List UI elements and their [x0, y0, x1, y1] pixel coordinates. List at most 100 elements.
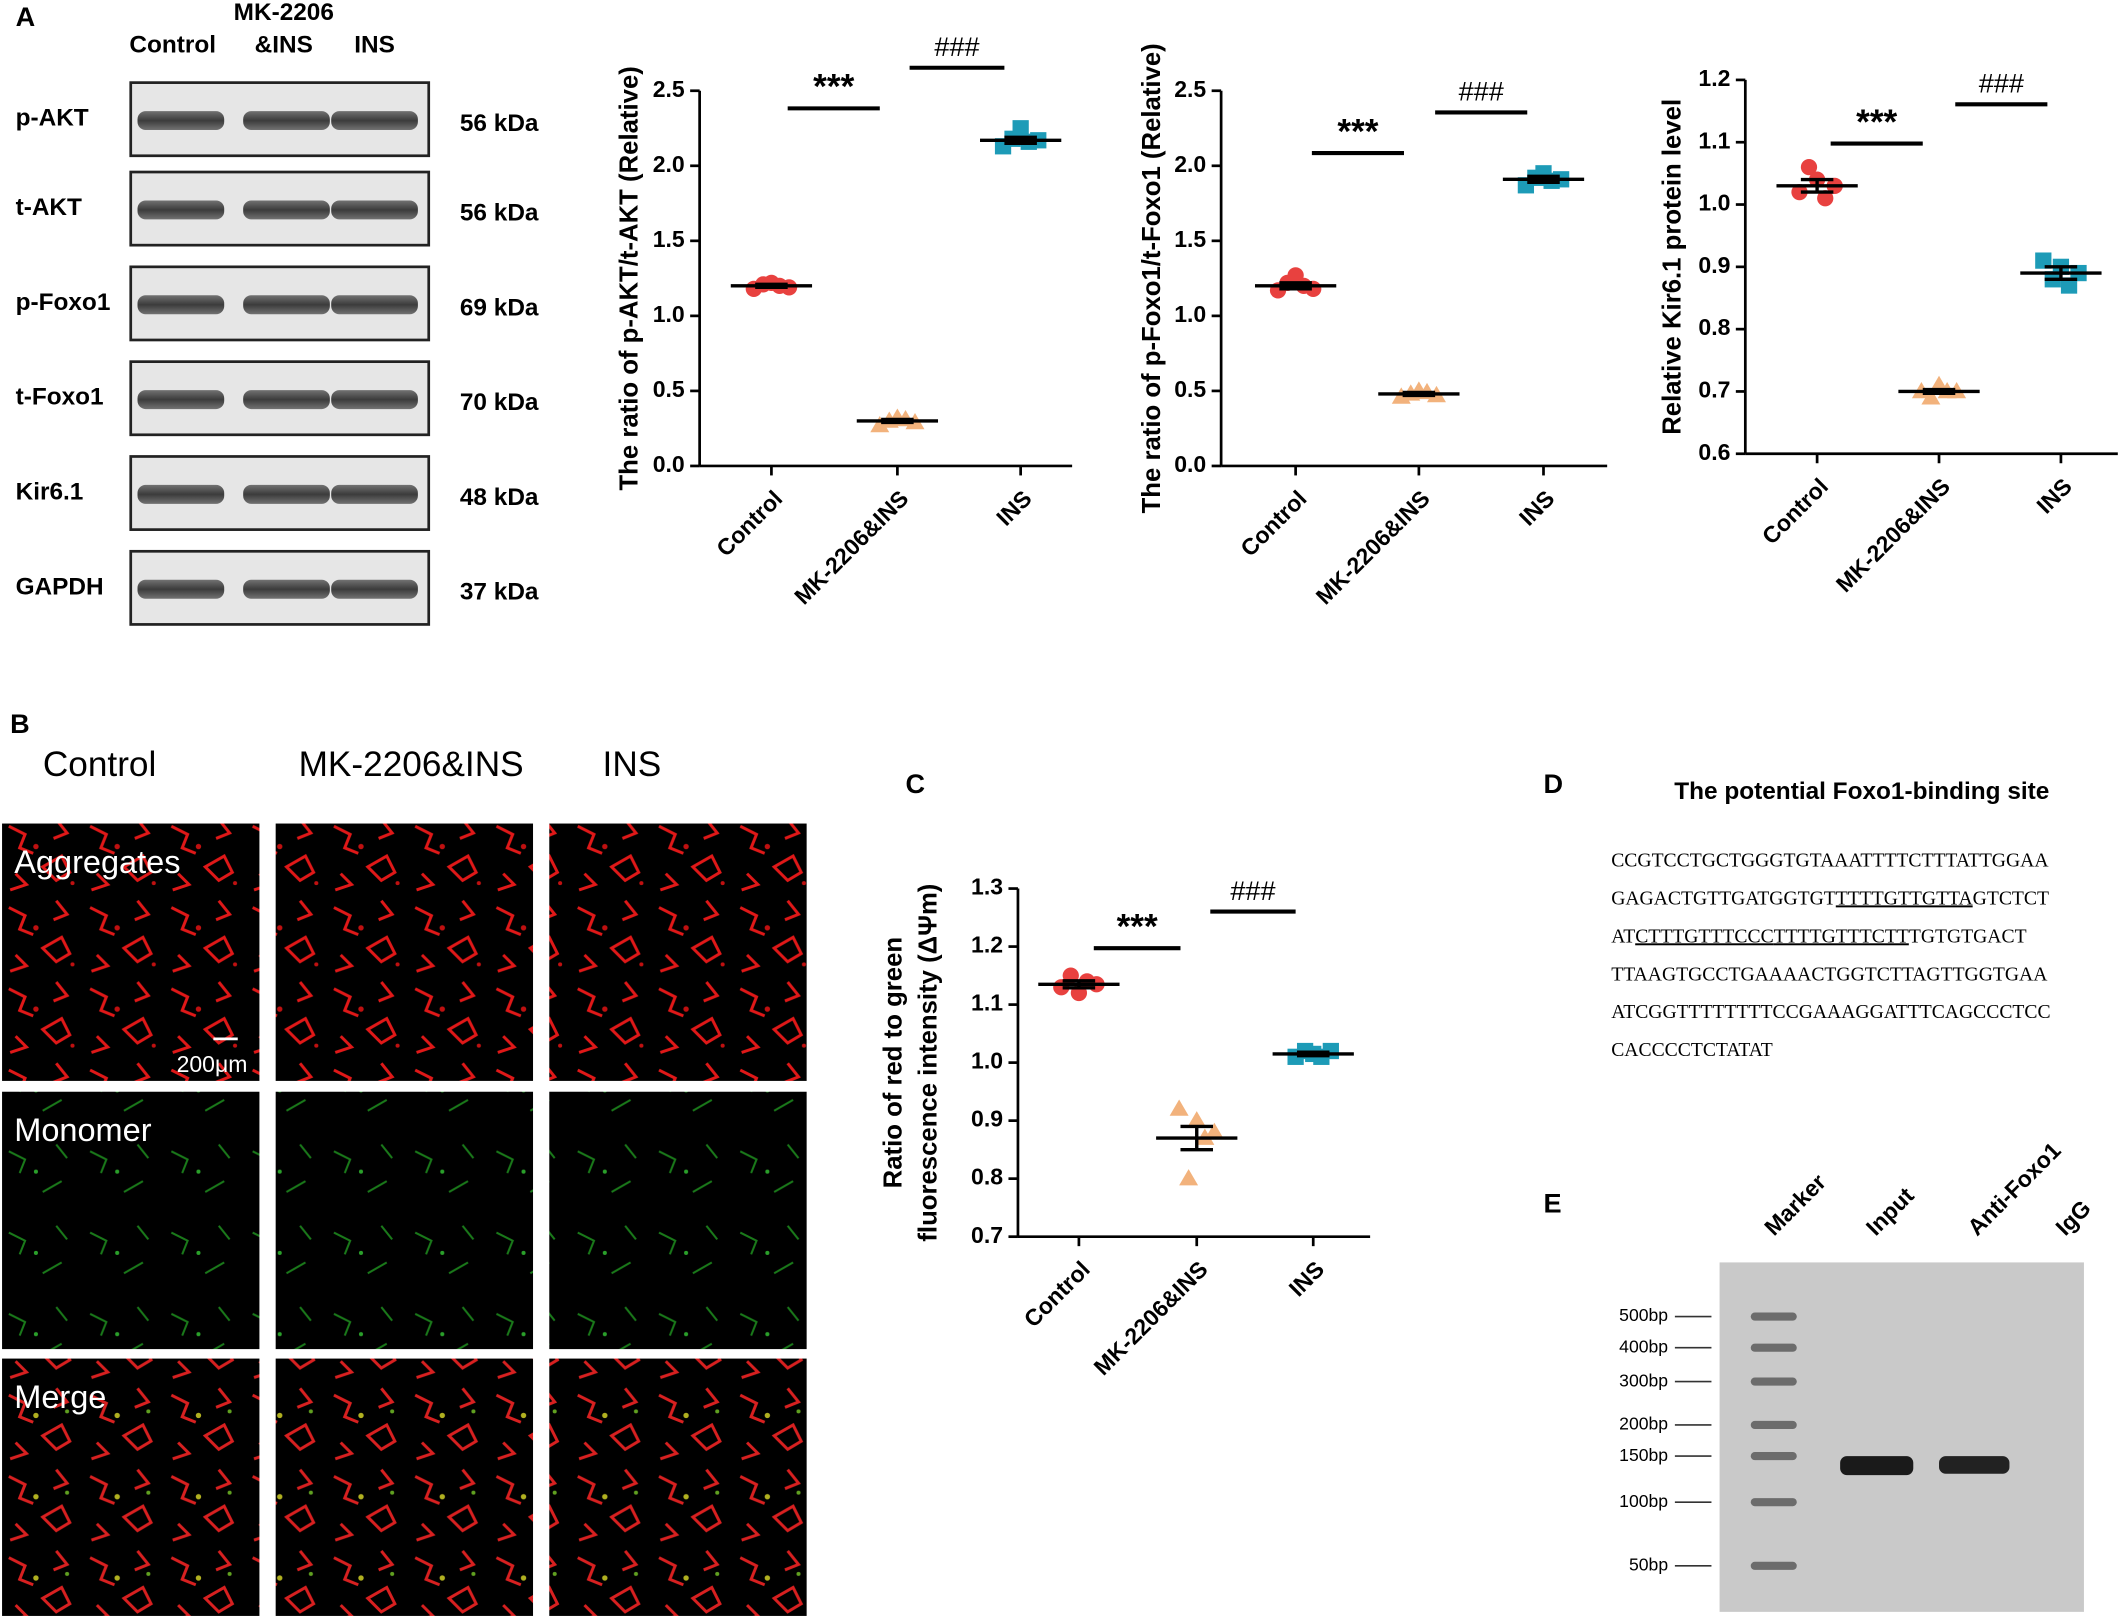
ladder-label: 300bp — [1619, 1370, 1668, 1390]
error-bar — [1004, 135, 1037, 145]
seq: GTCTCT — [1973, 887, 2049, 909]
ladder-label: 400bp — [1619, 1336, 1668, 1356]
error-bar — [755, 282, 788, 290]
data-point — [1169, 1099, 1189, 1116]
error-bar — [1800, 177, 1834, 194]
sequence-line: TTAAGTGCCTGAAAACTGGTCTTAGTTGGTGAA — [1611, 963, 2048, 985]
x-tick-label: INS — [991, 485, 1037, 531]
y-tick-label: 1.5 — [653, 226, 685, 252]
error-bar — [1296, 1050, 1330, 1058]
blot-band — [137, 390, 225, 410]
row-label: Merge — [14, 1379, 106, 1415]
column-label: INS — [603, 745, 662, 784]
micrographs: Aggregates Monomer Merge — [2, 823, 807, 1616]
seq: GAGACTGTTGATGGTGT — [1611, 887, 1836, 909]
x-tick-label: Control — [711, 485, 787, 561]
significance-label: *** — [1337, 112, 1378, 151]
ladder-label: 200bp — [1619, 1414, 1668, 1434]
gel-image — [1719, 1262, 2084, 1612]
error-bar — [881, 417, 914, 425]
panel-label: E — [1543, 1188, 1561, 1219]
significance-label: ### — [1230, 875, 1275, 906]
data-point — [1817, 190, 1834, 207]
blot-band — [137, 200, 225, 220]
charts: 0.0 0.5 1.0 1.5 2.0 2.5 The ratio of p-AKT/t-A… — [615, 31, 2118, 1380]
sequence-line: CCGTCCTGCTGGGTGTAAATTTTCTTTATTGGAA — [1611, 849, 2049, 871]
row-label: Aggregates — [14, 844, 180, 880]
error-bar — [1922, 387, 1956, 396]
y-tick-label: 0.0 — [653, 451, 685, 477]
micrograph — [549, 1091, 807, 1350]
y-tick-label: 0.8 — [1698, 314, 1730, 340]
blot-band — [137, 579, 225, 599]
x-tick-label: MK-2206&INS — [1088, 1256, 1212, 1380]
seq: AT — [1611, 925, 1635, 947]
panel-label: D — [1543, 768, 1563, 799]
protein-label: GAPDH — [16, 573, 104, 600]
blot-band — [331, 390, 418, 410]
protein-label: t-Foxo1 — [16, 384, 104, 411]
protein-label: p-AKT — [16, 105, 89, 132]
blot-band — [331, 579, 418, 599]
y-tick-label: 1.3 — [971, 874, 1003, 900]
y-tick-label: 2.5 — [653, 76, 685, 102]
lane-label: Anti-Foxo1 — [1962, 1137, 2066, 1241]
data-point — [1921, 388, 1941, 405]
seq: CACCCCTCTATAT — [1611, 1039, 1773, 1061]
micrograph — [275, 1091, 534, 1350]
panel-label: C — [906, 768, 926, 799]
significance-label: *** — [813, 68, 854, 107]
ladder-label: 500bp — [1619, 1305, 1668, 1325]
sequence-line: CACCCCTCTATAT — [1611, 1039, 1773, 1061]
y-tick-label: 0.9 — [1698, 252, 1730, 278]
ladder-band — [1750, 1452, 1797, 1461]
ladder-band — [1750, 1561, 1797, 1570]
micrograph — [2, 1091, 260, 1350]
seq: CCGTCCTGCTGGGTGTAAATTTTCTTTATTGGAA — [1611, 849, 2049, 871]
ladder-label: 150bp — [1619, 1445, 1668, 1465]
blot-band — [137, 295, 225, 315]
y-tick-label: 0.5 — [653, 376, 685, 402]
column-label: Control — [43, 745, 156, 784]
y-axis-label: fluorescence intensity (ΔΨm) — [915, 884, 943, 1242]
gel-band — [1840, 1456, 1914, 1476]
y-tick-label: 1.2 — [971, 932, 1003, 958]
data-point — [1791, 183, 1808, 201]
x-tick-label: MK-2206&INS — [1311, 485, 1435, 609]
y-tick-label: 0.8 — [971, 1164, 1003, 1190]
size-label: 56 kDa — [460, 199, 539, 226]
ladder-label: 50bp — [1629, 1554, 1668, 1574]
y-tick-label: 1.0 — [653, 301, 685, 327]
y-tick-label: 2.0 — [653, 151, 685, 177]
y-tick-label: 1.0 — [1174, 301, 1206, 327]
protein-label: Kir6.1 — [16, 478, 84, 505]
ladder-band — [1750, 1420, 1797, 1430]
x-tick-label: MK-2206&INS — [789, 485, 913, 609]
x-tick-label: MK-2206&INS — [1831, 473, 1955, 597]
y-tick-label: 0.0 — [1174, 451, 1206, 477]
lane-label: INS — [354, 31, 395, 58]
ladder-band — [1750, 1498, 1797, 1507]
micrograph — [275, 823, 534, 1081]
protein-label: t-AKT — [16, 194, 82, 221]
significance-label: *** — [1856, 103, 1897, 142]
y-tick-label: 0.7 — [1698, 377, 1730, 403]
micrograph — [549, 1358, 807, 1616]
x-tick-label: INS — [1284, 1256, 1330, 1302]
x-tick-label: INS — [1514, 485, 1560, 531]
y-tick-label: 2.0 — [1174, 151, 1206, 177]
error-bar — [1527, 174, 1560, 184]
sequence-line: GAGACTGTTGATGGTGTTTTTGTTGTTAGTCTCT — [1611, 887, 2049, 909]
y-axis-label: Relative Kir6.1 protein level — [1658, 99, 1686, 435]
micrograph — [2, 1358, 260, 1616]
data-point — [870, 415, 890, 433]
lane-label: Input — [1861, 1182, 1919, 1240]
y-axis-label: The ratio of p-Foxo1/t-Foxo1 (Relative) — [1138, 43, 1166, 513]
data-point — [1187, 1111, 1207, 1128]
y-tick-label: 1.5 — [1174, 226, 1206, 252]
blot-band — [243, 579, 330, 599]
y-tick-label: 1.0 — [971, 1048, 1003, 1074]
size-label: 70 kDa — [460, 389, 539, 416]
data-point — [2060, 277, 2078, 294]
y-tick-label: 2.5 — [1174, 76, 1206, 102]
